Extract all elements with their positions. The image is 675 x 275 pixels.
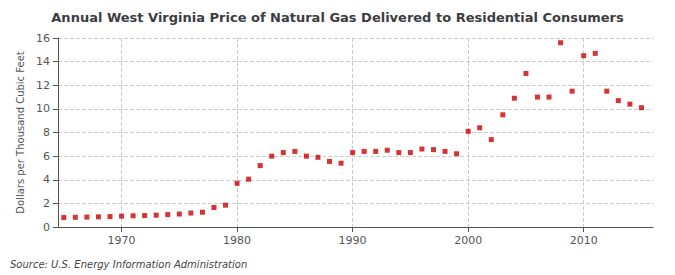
- svg-text:1980: 1980: [223, 234, 251, 247]
- svg-text:14: 14: [36, 55, 50, 68]
- svg-text:10: 10: [36, 102, 50, 115]
- svg-text:4: 4: [43, 173, 50, 186]
- svg-text:8: 8: [43, 126, 50, 139]
- svg-text:12: 12: [36, 79, 50, 92]
- svg-text:0: 0: [43, 221, 50, 234]
- svg-text:Dollars per Thousand Cubic Fee: Dollars per Thousand Cubic Feet: [15, 51, 26, 214]
- svg-text:16: 16: [36, 32, 50, 45]
- svg-text:2: 2: [43, 197, 50, 210]
- svg-text:6: 6: [43, 150, 50, 163]
- svg-text:2010: 2010: [570, 234, 598, 247]
- svg-text:Source: U.S. Energy Informatio: Source: U.S. Energy Information Administ…: [10, 259, 247, 270]
- svg-text:Annual West Virginia Price of: Annual West Virginia Price of Natural Ga…: [51, 10, 624, 25]
- svg-text:1990: 1990: [339, 234, 367, 247]
- svg-text:2000: 2000: [454, 234, 482, 247]
- svg-text:1970: 1970: [108, 234, 136, 247]
